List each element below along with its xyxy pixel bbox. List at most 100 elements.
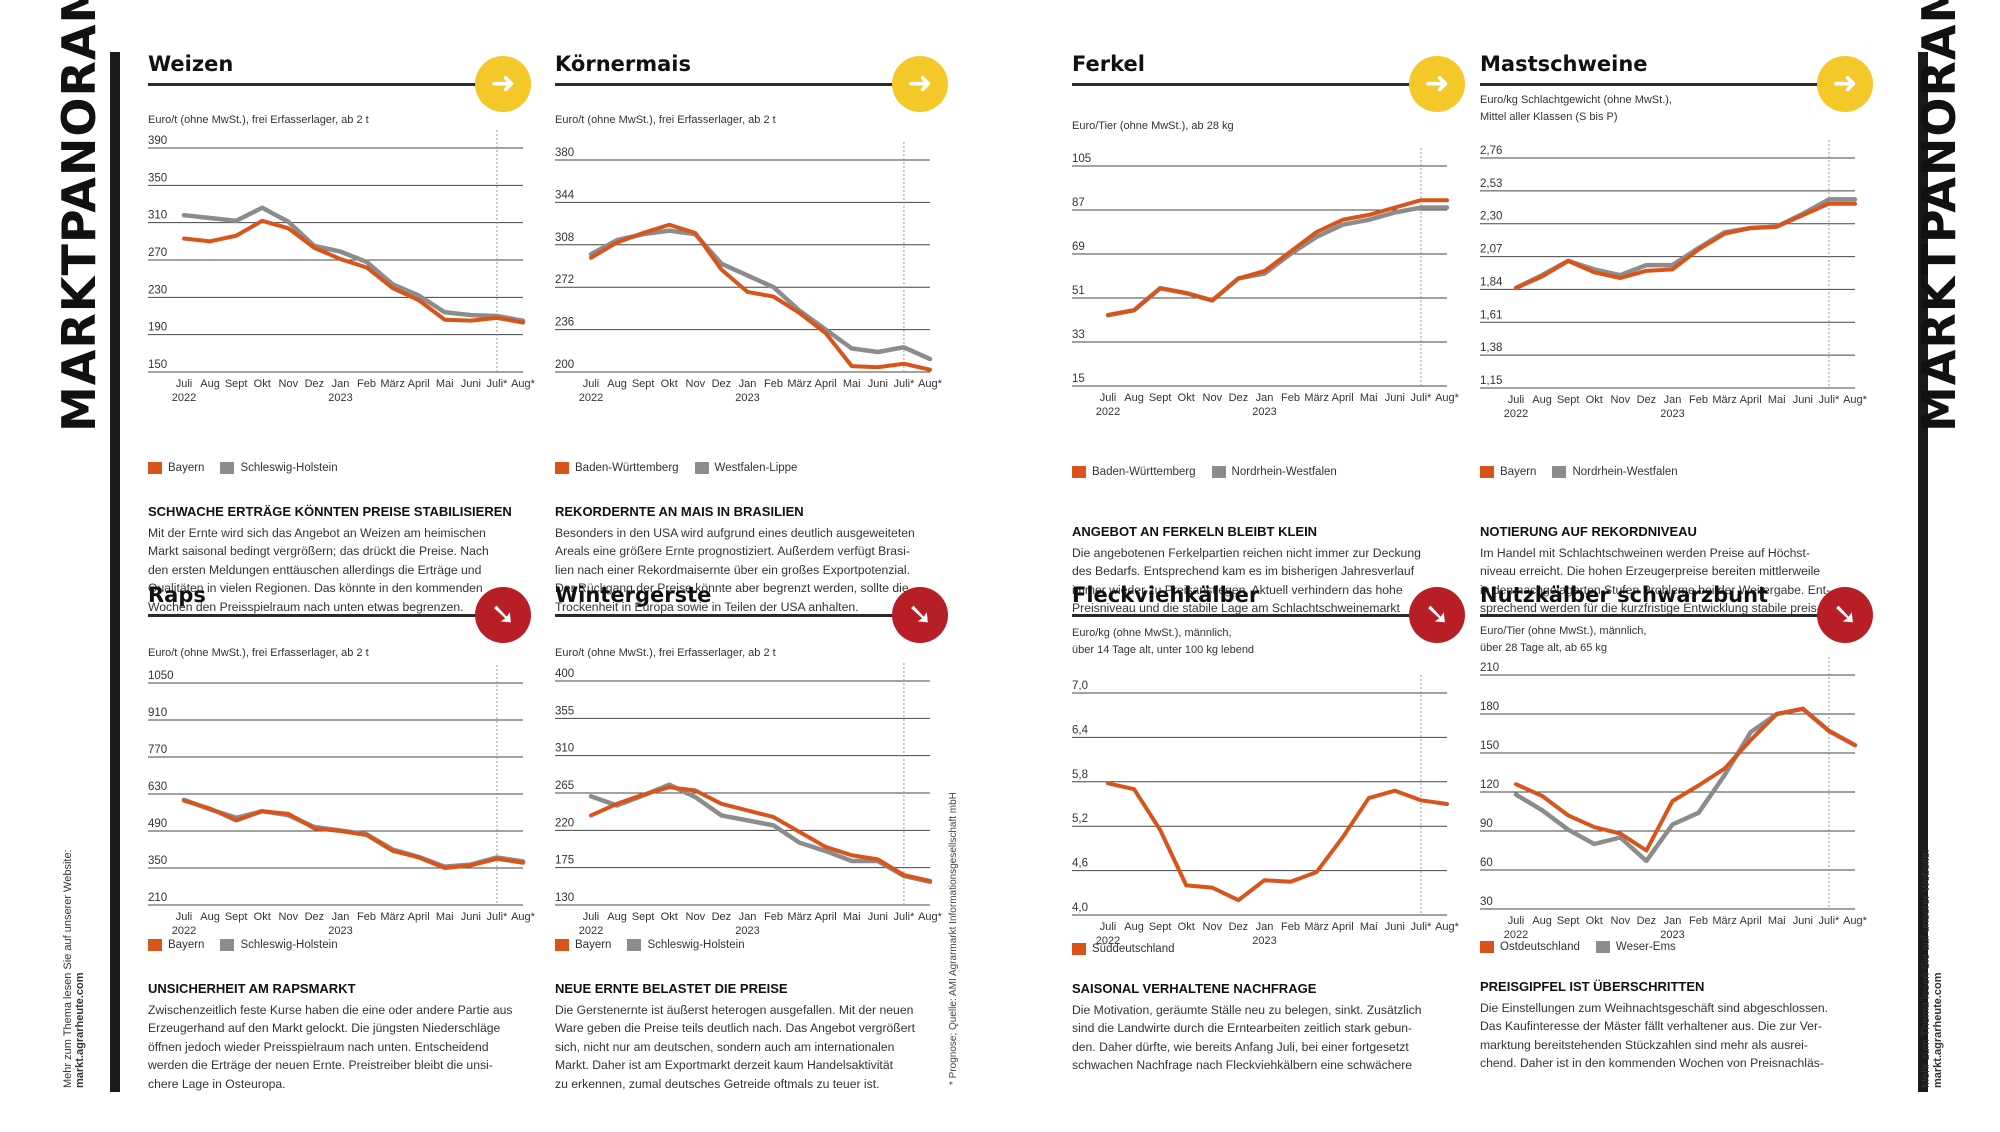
x-tick-label: Dez [1229, 392, 1249, 404]
x-tick-label: Aug* [1843, 394, 1868, 406]
year-label: 2023 [735, 925, 759, 937]
x-tick-label: Mai [1768, 394, 1786, 406]
year-label: 2022 [172, 925, 196, 937]
chart-panel-mastschweine: Mastschweine ➜ Euro/kg Schlachtgewicht (oh… [1480, 52, 1880, 615]
x-tick-label: Jan [739, 378, 757, 390]
y-tick-label: 380 [555, 147, 574, 159]
y-tick-label: 910 [148, 707, 167, 719]
y-tick-label: 230 [148, 284, 167, 296]
y-tick-label: 33 [1072, 329, 1085, 341]
series-line-baden-württemberg [1106, 198, 1449, 318]
legend-swatch [220, 462, 235, 474]
x-tick-label: April [1332, 392, 1354, 404]
series-line-bayern [182, 218, 525, 325]
article-headline: SAISONAL VERHALTENE NACHFRAGE [1072, 981, 1317, 996]
x-tick-label: Juni [461, 378, 481, 390]
article-headline: PREISGIPFEL IST ÜBERSCHRITTEN [1480, 979, 1705, 994]
x-tick-label: Aug [1532, 915, 1552, 927]
line-chart: 2,76 2,53 2,30 2,07 1,84 1,61 1,38 1,15 Juli Aug S… [1480, 140, 1868, 420]
x-tick-label: Sept [225, 911, 248, 923]
x-tick-label: Mai [843, 911, 861, 923]
trend-circle: ➜ [475, 56, 531, 112]
x-tick-label: Okt [1586, 394, 1603, 406]
legend-swatch [1595, 941, 1610, 953]
x-tick-label: Nov [686, 378, 706, 390]
article-headline: REKORDERNTE AN MAIS IN BRASILIEN [555, 504, 804, 519]
series-line-weser-ems [1513, 706, 1858, 864]
x-tick-label: Aug [200, 378, 220, 390]
web-note-url[interactable]: markt.agrarheute.com [74, 972, 86, 1088]
x-tick-label: Aug* [1435, 392, 1460, 404]
x-tick-label: Juli [176, 911, 193, 923]
x-tick-label: Dez [1637, 394, 1657, 406]
x-tick-label: Okt [661, 911, 678, 923]
trend-circle: ➘ [892, 587, 948, 643]
trend-circle: ➘ [1409, 587, 1465, 643]
x-tick-label: Juni [1793, 394, 1813, 406]
x-tick-label: März [1304, 392, 1328, 404]
x-tick-label: Nov [1203, 921, 1223, 933]
x-tick-label: Juli* [487, 378, 509, 390]
right-vertical-bar [1918, 52, 1928, 1092]
unit-label: Euro/Tier (ohne MwSt.), männlich, über 2… [1480, 625, 1647, 654]
x-tick-label: Aug* [511, 911, 536, 923]
y-tick-label: 236 [555, 317, 574, 329]
x-tick-label: Aug [607, 911, 627, 923]
y-tick-label: 200 [555, 359, 574, 371]
y-tick-label: 2,53 [1480, 178, 1502, 190]
arrow-down-right-icon: ➘ [907, 598, 933, 631]
x-tick-label: April [408, 911, 430, 923]
x-tick-label: Juli* [1411, 921, 1433, 933]
x-tick-label: April [1332, 921, 1354, 933]
x-tick-label: Aug [607, 378, 627, 390]
y-tick-label: 51 [1072, 285, 1085, 297]
x-tick-label: Jan [1256, 921, 1274, 933]
title-underline [1480, 614, 1825, 617]
series-line-bayern [1514, 201, 1857, 290]
y-tick-label: 30 [1480, 896, 1493, 908]
chart-legend: Bayern Schleswig-Holstein [148, 939, 348, 951]
legend-label: Weser-Ems [1615, 941, 1676, 953]
legend-label: Bayern [168, 462, 205, 474]
legend-swatch [555, 939, 569, 951]
year-label: 2023 [1660, 408, 1684, 420]
x-tick-label: Aug [1124, 392, 1144, 404]
x-tick-label: Jan [1256, 392, 1274, 404]
legend-label: Bayern [1500, 466, 1537, 478]
unit-label: Euro/t (ohne MwSt.), frei Erfasserlager,… [555, 114, 776, 126]
web-note-text: Mehr zum Thema lesen Sie auf unserer Web… [1920, 849, 1932, 1088]
x-tick-label: Sept [1557, 394, 1580, 406]
article-body: Die Einstellungen zum Weihnachtsgeschäft… [1480, 1001, 1828, 1071]
title-underline [555, 614, 900, 617]
y-tick-label: 350 [148, 855, 167, 867]
y-tick-label: 1,38 [1480, 342, 1502, 354]
x-tick-label: Dez [1637, 915, 1657, 927]
title-underline [555, 83, 900, 86]
x-tick-label: Dez [305, 378, 325, 390]
x-tick-label: März [1712, 394, 1736, 406]
chart-panel-raps: Raps ➘ Euro/t (ohne MwSt.), frei Erfasserl… [148, 583, 548, 1103]
chart-panel-weizen: Weizen ➜ Euro/t (ohne MwSt.), frei Erfasse… [148, 52, 548, 614]
x-tick-label: Feb [764, 378, 783, 390]
y-tick-label: 90 [1480, 818, 1493, 830]
x-tick-label: Feb [764, 911, 783, 923]
x-tick-label: Feb [1689, 394, 1708, 406]
legend-swatch [1480, 466, 1494, 478]
web-note-url[interactable]: markt.agrarheute.com [1932, 972, 1944, 1088]
year-label: 2023 [1252, 406, 1276, 418]
legend-swatch [148, 462, 162, 474]
x-tick-label: Nov [686, 911, 706, 923]
x-tick-label: Mai [436, 378, 454, 390]
x-tick-label: Okt [1586, 915, 1603, 927]
article-body: Die Motivation, geräumte Ställe neu zu b… [1072, 1003, 1422, 1073]
x-tick-label: Okt [661, 378, 678, 390]
x-tick-label: Jan [1664, 394, 1682, 406]
x-tick-label: Juli* [1819, 394, 1841, 406]
year-label: 2022 [1504, 929, 1528, 941]
y-tick-label: 150 [1480, 740, 1499, 752]
arrow-down-right-icon: ➘ [1832, 598, 1858, 631]
y-tick-label: 105 [1072, 153, 1091, 165]
x-tick-label: Juli* [1819, 915, 1841, 927]
legend-label: Ostdeutschland [1500, 941, 1580, 953]
x-tick-label: Juli [1100, 392, 1117, 404]
